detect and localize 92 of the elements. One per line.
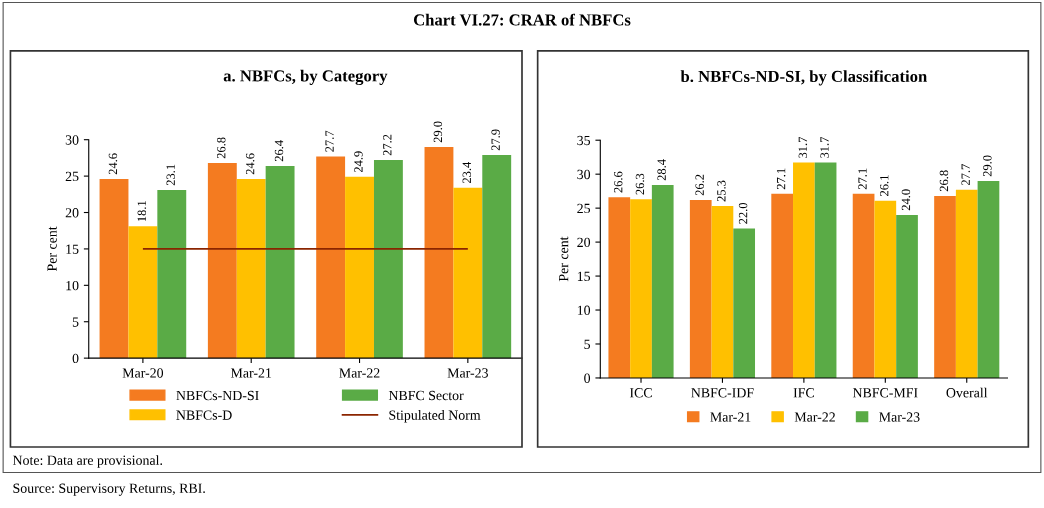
x-tick-label: Mar-21	[230, 368, 272, 378]
y-tick-label: 20	[577, 237, 591, 248]
y-tick-label: 0	[584, 373, 591, 383]
data-label: 26.8	[939, 170, 949, 192]
bar	[424, 146, 454, 359]
x-tick-label: Mar-23	[447, 368, 488, 378]
data-label: 27.7	[961, 164, 970, 186]
bar	[265, 165, 295, 359]
y-axis-title: Per cent	[559, 236, 569, 282]
legend-label: Mar-22	[794, 412, 835, 422]
y-tick-label: 15	[66, 244, 79, 254]
bar	[99, 179, 129, 359]
data-label: 23.4	[462, 161, 472, 184]
data-label: 25.3	[717, 180, 726, 202]
y-tick-label: 5	[72, 317, 79, 327]
bar	[852, 193, 875, 378]
y-tick-label: 20	[65, 208, 79, 218]
bar	[977, 180, 1000, 378]
x-tick-label: Overall	[946, 387, 988, 398]
data-label: 27.1	[776, 168, 786, 190]
bar	[733, 228, 756, 378]
x-tick-label: Mar-20	[122, 368, 164, 378]
bar	[157, 189, 187, 359]
data-label: 29.0	[983, 155, 992, 177]
data-label: 29.0	[433, 121, 443, 143]
data-label: 26.8	[217, 137, 226, 159]
data-label: 31.7	[798, 136, 808, 158]
x-tick-label: Mar-22	[339, 368, 380, 378]
bar	[896, 214, 918, 378]
y-axis-title: Per cent	[47, 226, 57, 272]
x-tick-label: NBFC-MFI	[852, 388, 918, 398]
bar	[955, 189, 978, 378]
y-tick-label: 25	[65, 171, 79, 182]
bar	[345, 176, 374, 359]
legend-label: NBFCs-ND-SI	[176, 390, 259, 401]
y-tick-label: 15	[577, 271, 591, 282]
data-label: 27.9	[491, 129, 500, 151]
legend-label: Mar-21	[710, 412, 751, 422]
data-label: 24.0	[901, 189, 911, 211]
data-label: 26.3	[635, 173, 645, 195]
text: Note: Data are provisional.	[12, 455, 163, 468]
bar	[771, 193, 794, 378]
data-label: 24.9	[354, 151, 363, 173]
bar	[711, 206, 734, 378]
bar	[793, 162, 815, 378]
bar	[630, 199, 652, 378]
bar	[874, 200, 897, 378]
data-label: 28.4	[657, 159, 666, 181]
data-label: 26.6	[614, 171, 623, 193]
source-note: Source: Supervisory Returns, RBI.	[13, 483, 205, 496]
bar	[608, 197, 631, 378]
legend-label: NBFC Sector	[388, 390, 464, 401]
y-tick-label: 10	[577, 305, 591, 315]
data-label: 23.1	[166, 164, 175, 186]
legend-label: Mar-23	[879, 412, 920, 422]
data-label: 24.6	[108, 153, 118, 175]
legend-label: NBFCs-D	[176, 410, 232, 420]
y-tick-label: 10	[66, 280, 79, 291]
data-label: 27.1	[858, 168, 867, 190]
chart-title: a. NBFCs, by Category	[223, 69, 388, 86]
y-tick-label: 25	[577, 203, 591, 214]
bar	[316, 156, 346, 359]
data-label: 26.2	[695, 174, 704, 196]
y-tick-label: 35	[577, 135, 591, 146]
bar	[373, 160, 403, 359]
y-tick-label: 0	[72, 353, 79, 364]
chart-title: b. NBFCs-ND-SI, by Classification	[680, 70, 928, 86]
data-label: 18.1	[137, 201, 147, 222]
data-label: 31.7	[820, 136, 829, 158]
y-tick-label: 30	[65, 135, 79, 145]
data-label: 27.2	[383, 134, 392, 156]
y-tick-label: 5	[584, 339, 591, 349]
bar	[651, 185, 674, 378]
x-tick-label: NBFC-IDF	[691, 388, 754, 398]
y-tick-label: 30	[577, 169, 591, 180]
bar	[689, 199, 712, 378]
data-label: 22.0	[738, 202, 748, 224]
data-label: 26.4	[274, 140, 284, 162]
data-label: 27.7	[325, 130, 334, 152]
bar	[236, 179, 266, 359]
legend-label: Stipulated Norm	[389, 410, 481, 423]
bar	[814, 162, 837, 378]
x-tick-label: ICC	[629, 388, 652, 398]
bar	[207, 163, 237, 359]
bar	[482, 154, 512, 359]
bar	[128, 226, 158, 359]
x-tick-label: IFC	[793, 388, 814, 398]
data-label: 24.6	[245, 153, 255, 175]
text: Chart VI.27: CRAR of NBFCs	[413, 13, 631, 26]
bar	[934, 195, 956, 378]
bar	[453, 187, 483, 359]
data-label: 26.1	[880, 175, 889, 196]
